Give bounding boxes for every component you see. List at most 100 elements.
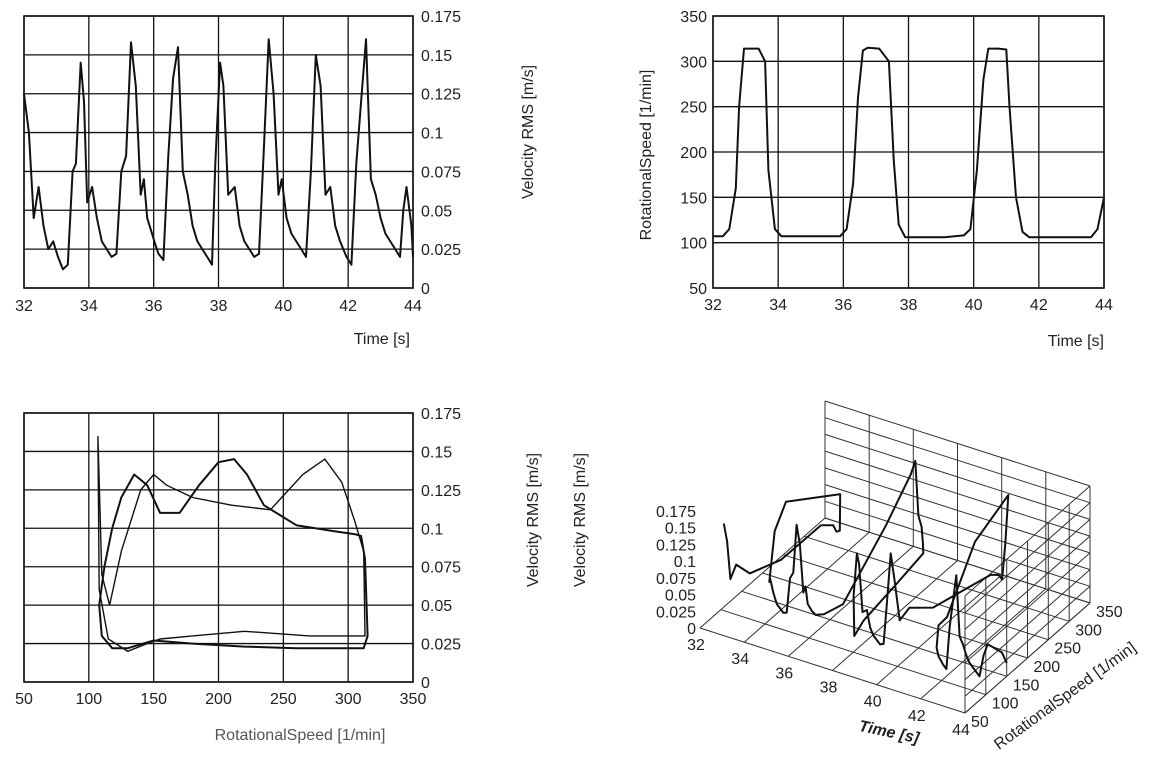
panel4-3d-grid bbox=[699, 400, 1091, 714]
y-tick-label: 0 bbox=[421, 675, 430, 692]
x-tick-label: 44 bbox=[404, 298, 422, 315]
x-tick-label: 250 bbox=[270, 691, 297, 708]
y-tick-label: 0 bbox=[421, 281, 430, 298]
z-tick-label: 0.175 bbox=[656, 504, 696, 521]
time-tick-label: 32 bbox=[687, 637, 705, 654]
y-tick-label: 0.125 bbox=[421, 483, 461, 500]
panel3-x-axis-label: RotationalSpeed [1/min] bbox=[215, 727, 386, 744]
z-tick-label: 0.125 bbox=[656, 537, 696, 554]
panel4-series bbox=[722, 459, 1010, 678]
panel-speed-vs-time: 32 34 36 38 40 42 44 50 100 150 200 250 300 350 Time… bbox=[638, 9, 1113, 350]
panel2-series bbox=[713, 46, 1105, 239]
speed-tick-label: 350 bbox=[1096, 604, 1123, 621]
series-line bbox=[713, 46, 1105, 239]
plot-frame bbox=[23, 412, 414, 683]
z-tick-label: 0.15 bbox=[665, 521, 696, 538]
x-tick-label: 100 bbox=[75, 691, 102, 708]
speed-tick-label: 200 bbox=[1034, 659, 1061, 676]
y-tick-label: 0.025 bbox=[421, 637, 461, 654]
x-tick-label: 40 bbox=[965, 297, 983, 314]
y-tick-label: 50 bbox=[689, 281, 707, 298]
panel-velocity-vs-time: 32 34 36 38 40 42 44 0 0.025 0.05 0.075 0.1 0.125 0.… bbox=[15, 9, 537, 348]
x-tick-label: 36 bbox=[834, 297, 852, 314]
y-tick-label: 300 bbox=[680, 54, 707, 71]
time-tick-label: 42 bbox=[908, 708, 926, 725]
z-tick-label: 0.05 bbox=[665, 588, 696, 605]
3d-grid-line bbox=[720, 609, 986, 696]
panel3-y-axis-label: Velocity RMS [m/s] bbox=[525, 453, 542, 587]
y-tick-label: 350 bbox=[680, 9, 707, 26]
y-tick-label: 0.075 bbox=[421, 164, 461, 181]
speed-tick-label: 300 bbox=[1075, 622, 1102, 639]
time-tick-label: 44 bbox=[952, 722, 970, 739]
3d-grid-line bbox=[783, 554, 1049, 641]
y-tick-label: 0.1 bbox=[421, 521, 443, 538]
z-tick-label: 0.025 bbox=[656, 604, 696, 621]
x-tick-label: 50 bbox=[15, 691, 33, 708]
3d-grid-line bbox=[804, 535, 1070, 622]
series-line bbox=[98, 458, 369, 650]
y-tick-label: 0.05 bbox=[421, 203, 452, 220]
panel1-x-ticks: 32 34 36 38 40 42 44 bbox=[15, 298, 422, 315]
panel4-time-ticks: 32 34 36 38 40 42 44 bbox=[687, 637, 970, 739]
y-tick-label: 200 bbox=[680, 145, 707, 162]
speed-tick-label: 150 bbox=[1013, 677, 1040, 694]
x-tick-label: 40 bbox=[274, 298, 292, 315]
panel2-y-ticks: 50 100 150 200 250 300 350 bbox=[680, 9, 707, 298]
time-tick-label: 36 bbox=[775, 665, 793, 682]
x-tick-label: 32 bbox=[704, 297, 722, 314]
x-tick-label: 42 bbox=[1030, 297, 1048, 314]
series-line bbox=[97, 436, 366, 653]
x-tick-label: 34 bbox=[80, 298, 98, 315]
time-tick-label: 38 bbox=[820, 680, 838, 697]
y-tick-label: 0.075 bbox=[421, 560, 461, 577]
time-tick-label: 34 bbox=[731, 651, 749, 668]
x-tick-label: 200 bbox=[205, 691, 232, 708]
panel3-grid bbox=[23, 412, 414, 683]
speed-tick-label: 50 bbox=[971, 714, 989, 731]
3d-grid-line bbox=[699, 627, 966, 714]
y-tick-label: 0.175 bbox=[421, 406, 461, 423]
y-tick-label: 0.025 bbox=[421, 242, 461, 259]
y-tick-label: 100 bbox=[680, 236, 707, 253]
panel1-y-ticks: 0 0.025 0.05 0.075 0.1 0.125 0.15 0.175 bbox=[421, 9, 461, 298]
y-tick-label: 0.175 bbox=[421, 9, 461, 26]
panel2-y-axis-label: RotationalSpeed [1/min] bbox=[638, 70, 655, 241]
panel1-y-axis-label: Velocity RMS [m/s] bbox=[520, 65, 537, 199]
series-line bbox=[23, 38, 414, 271]
y-tick-label: 150 bbox=[680, 190, 707, 207]
x-tick-label: 44 bbox=[1095, 297, 1113, 314]
panel-velocity-vs-speed: 50 100 150 200 250 300 350 00.0250.050.0750.10… bbox=[15, 406, 542, 744]
3d-grid-line bbox=[762, 572, 1028, 659]
panel3-series bbox=[97, 436, 369, 653]
y-tick-label: 0.15 bbox=[421, 48, 452, 65]
x-tick-label: 38 bbox=[900, 297, 918, 314]
3d-grid-line bbox=[741, 590, 1007, 677]
panel3-x-ticks: 50 100 150 200 250 300 350 bbox=[15, 691, 426, 708]
panel1-grid bbox=[23, 15, 414, 289]
panel1-x-axis-label: Time [s] bbox=[354, 331, 410, 348]
z-tick-label: 0 bbox=[687, 621, 696, 638]
speed-tick-label: 100 bbox=[992, 696, 1019, 713]
panel3-y-ticks: 0 0.025 0.05 0.075 0.1 0.125 0.15 0.175 bbox=[421, 406, 461, 692]
panel2-x-ticks: 32 34 36 38 40 42 44 bbox=[704, 297, 1113, 314]
series-line-3d bbox=[722, 459, 1010, 678]
plot-frame bbox=[712, 15, 1105, 289]
panel2-x-axis-label: Time [s] bbox=[1048, 333, 1104, 350]
x-tick-label: 42 bbox=[339, 298, 357, 315]
panel2-grid bbox=[712, 15, 1105, 289]
y-tick-label: 0.125 bbox=[421, 87, 461, 104]
x-tick-label: 32 bbox=[15, 298, 33, 315]
x-tick-label: 350 bbox=[400, 691, 427, 708]
panel1-series bbox=[23, 38, 414, 271]
z-tick-label: 0.1 bbox=[674, 554, 696, 571]
x-tick-label: 38 bbox=[210, 298, 228, 315]
time-tick-label: 40 bbox=[864, 694, 882, 711]
x-tick-label: 36 bbox=[145, 298, 163, 315]
panel4-vertical-axis-label: Velocity RMS [m/s] bbox=[572, 453, 589, 587]
z-tick-label: 0.075 bbox=[656, 571, 696, 588]
